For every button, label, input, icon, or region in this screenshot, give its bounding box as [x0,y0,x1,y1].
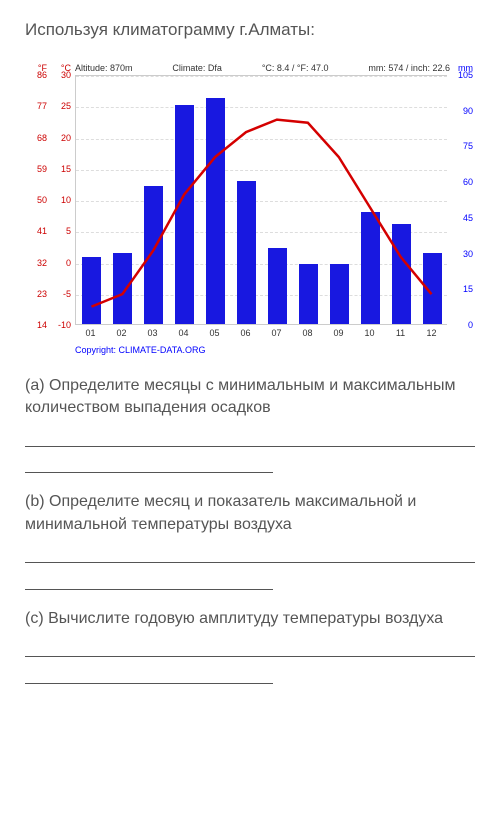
temperature-line-layer [76,76,447,325]
answer-line [25,569,273,590]
question-a: (a) Определите месяцы с минимальным и ма… [25,375,475,420]
question-b: (b) Определите месяц и показатель максим… [25,491,475,536]
page-title: Используя климатограмму г.Алматы: [25,20,475,40]
chart-header: Altitude: 870m Climate: Dfa °C: 8.4 / °F… [75,63,450,73]
avg-temp-text: °C: 8.4 / °F: 47.0 [262,63,329,73]
climatogram-chart: Altitude: 870m Climate: Dfa °C: 8.4 / °F… [25,55,475,355]
y-axis-right: mm0153045607590105 [449,75,475,325]
temperature-line [91,120,431,307]
chart-copyright: Copyright: CLIMATE-DATA.ORG [75,345,206,355]
chart-plot-area [75,75,447,325]
answer-line [25,426,475,447]
x-axis: 010203040506070809101112 [75,328,447,343]
altitude-text: Altitude: 870m [75,63,133,73]
answer-line [25,636,475,657]
avg-precip-text: mm: 574 / inch: 22.6 [368,63,450,73]
climate-type-text: Climate: Dfa [172,63,222,73]
answer-line [25,663,273,684]
answer-line [25,453,273,474]
answer-line [25,542,475,563]
y-axis-left: °F°C14-1023-532041550105915682077258630 [25,75,73,325]
question-c: (c) Вычислите годовую амплитуду температ… [25,608,475,630]
